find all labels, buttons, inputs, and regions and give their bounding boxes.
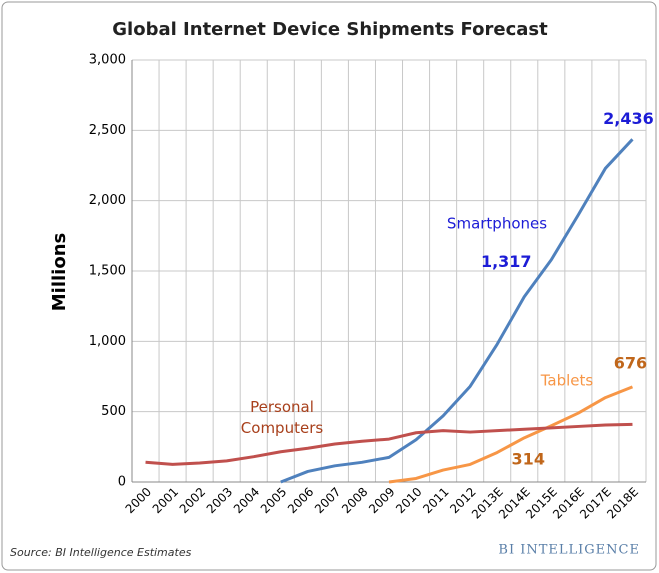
series-line (145, 422, 633, 466)
y-tick-label: 1,500 (89, 264, 126, 279)
logo: BI INTELLIGENCE (498, 543, 640, 558)
legend-label: Smartphones (446, 214, 548, 233)
y-tick-label: 2,000 (89, 193, 126, 208)
y-axis-label: Millions (49, 233, 70, 312)
data-label: 314 (512, 449, 545, 468)
series-line (280, 138, 634, 484)
y-tick-label: 3,000 (89, 53, 126, 68)
legend-label: Personal Computers (240, 398, 324, 437)
chart-title: Global Internet Device Shipments Forecas… (112, 19, 548, 40)
source: Source: BI Intelligence Estimates (10, 546, 192, 559)
data-label: 676 (614, 353, 647, 372)
data-label: 2,436 (603, 109, 654, 128)
legend-label: Tablets (540, 371, 594, 390)
y-tick-label: 2,500 (89, 123, 126, 138)
y-tick-label: 1,000 (89, 334, 126, 349)
y-tick-label: 0 (118, 475, 126, 490)
series-line (388, 385, 634, 484)
y-tick-label: 500 (101, 404, 126, 419)
data-label: 1,317 (481, 252, 532, 271)
